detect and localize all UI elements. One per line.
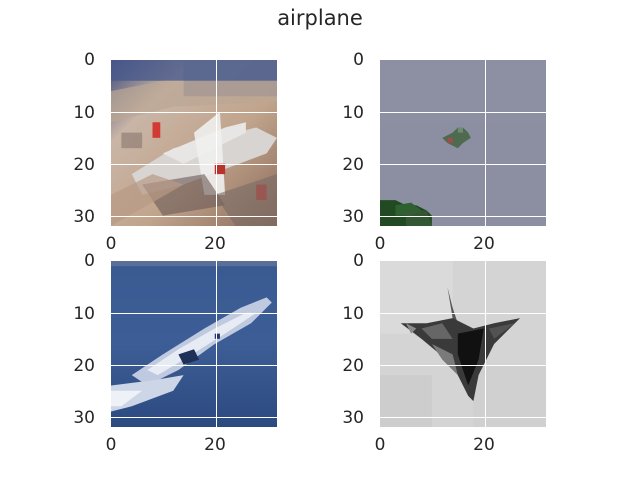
y-tick-label: 20 [342, 155, 364, 175]
y-tick-label: 20 [73, 356, 95, 376]
y-tick-label: 20 [342, 356, 364, 376]
gridline [111, 365, 277, 367]
gridline [111, 164, 277, 166]
gridline [216, 60, 218, 226]
gridline [111, 216, 277, 218]
y-tick-label: 0 [84, 251, 95, 271]
y-tick-label: 10 [342, 103, 364, 123]
y-tick-label: 10 [73, 103, 95, 123]
y-tick-label: 30 [73, 408, 95, 428]
x-tick-label: 20 [204, 234, 226, 254]
gridline [380, 216, 546, 218]
gridline [485, 60, 487, 226]
y-tick-label: 0 [84, 50, 95, 70]
gridline [380, 417, 546, 419]
airplane-over-water-image [111, 261, 277, 427]
gridline [380, 112, 546, 114]
x-tick-label: 0 [374, 435, 386, 455]
x-tick-label: 20 [473, 435, 495, 455]
y-tick-label: 10 [73, 304, 95, 324]
gridline [380, 365, 546, 367]
y-tick-label: 0 [353, 50, 364, 70]
x-tick-label: 0 [105, 435, 117, 455]
y-tick-label: 30 [342, 207, 364, 227]
x-tick-label: 20 [473, 234, 495, 254]
x-tick-label: 0 [374, 234, 386, 254]
figure-title: airplane [277, 6, 363, 30]
image-panel-1: 0 10 20 30 0 20 [73, 51, 277, 253]
image-panel-3: 0 10 20 30 0 20 [73, 252, 277, 454]
gridline [111, 313, 277, 315]
stealth-jet-image [380, 261, 546, 427]
gridline [380, 164, 546, 166]
airplane-in-sky-image [380, 60, 546, 226]
gridline [485, 261, 487, 427]
y-tick-label: 0 [353, 251, 364, 271]
gridline [111, 417, 277, 419]
y-tick-label: 10 [342, 304, 364, 324]
x-tick-label: 20 [204, 435, 226, 455]
airplane-on-ground-image [111, 60, 277, 226]
x-tick-label: 0 [105, 234, 117, 254]
gridline [111, 112, 277, 114]
y-tick-label: 20 [73, 155, 95, 175]
image-panel-4: 0 10 20 30 0 20 [342, 252, 546, 454]
y-tick-label: 30 [342, 408, 364, 428]
gridline [380, 313, 546, 315]
y-tick-label: 30 [73, 207, 95, 227]
image-panel-2: 0 10 20 30 0 20 [342, 51, 546, 253]
gridline [216, 261, 218, 427]
